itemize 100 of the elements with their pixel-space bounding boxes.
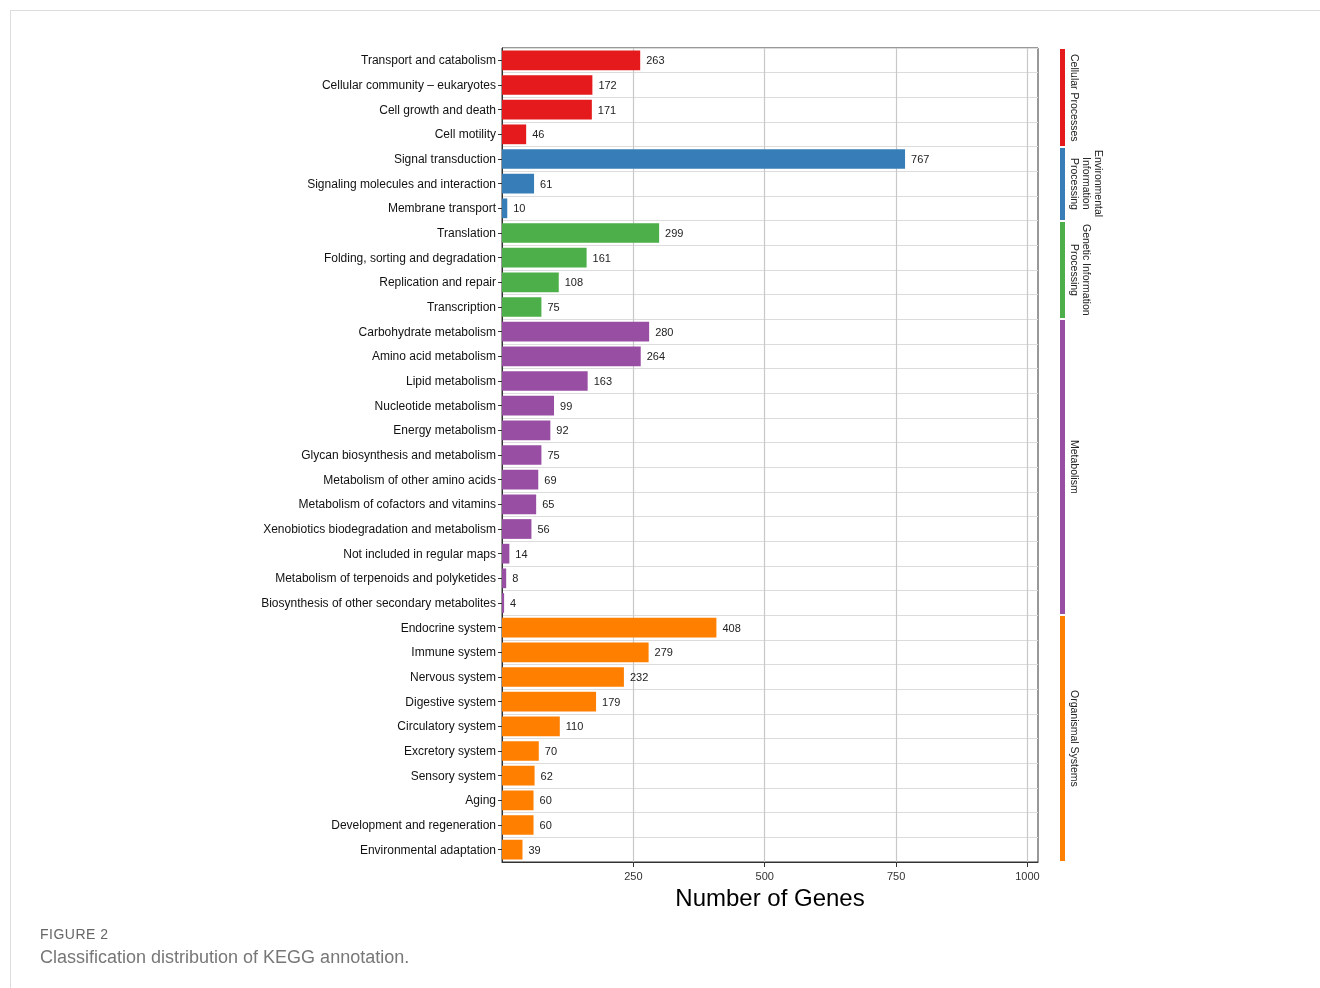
data-label: 10 bbox=[513, 202, 526, 215]
bar bbox=[502, 99, 592, 120]
bar bbox=[502, 75, 593, 95]
data-label: 39 bbox=[528, 843, 541, 856]
y-tick-label: Cell growth and death bbox=[379, 102, 496, 117]
data-label: 99 bbox=[560, 399, 573, 412]
y-tick-label: Digestive system bbox=[405, 694, 496, 709]
bar bbox=[502, 593, 505, 613]
data-label: 92 bbox=[556, 424, 569, 437]
y-tick-label: Metabolism of cofactors and vitamins bbox=[298, 497, 496, 512]
y-tick-label: Energy metabolism bbox=[393, 423, 496, 438]
y-tick-label: Metabolism of terpenoids and polyketides bbox=[275, 571, 496, 586]
y-tick-label: Endocrine system bbox=[400, 620, 496, 635]
bar bbox=[502, 839, 523, 860]
data-label: 62 bbox=[540, 769, 553, 782]
x-tick-label: 1000 bbox=[1015, 869, 1040, 882]
data-label: 179 bbox=[602, 695, 621, 708]
y-tick-label: Development and regeneration bbox=[331, 818, 496, 832]
y-tick-label: Sensory system bbox=[410, 768, 496, 783]
data-label: 69 bbox=[544, 473, 557, 486]
bar bbox=[502, 790, 534, 811]
y-tick-label: Amino acid metabolism bbox=[371, 349, 496, 364]
data-label: 163 bbox=[593, 375, 613, 387]
data-label: 8 bbox=[512, 572, 519, 585]
data-label: 46 bbox=[532, 128, 545, 141]
data-label: 56 bbox=[537, 523, 550, 535]
data-label: 767 bbox=[911, 153, 930, 165]
bar bbox=[502, 371, 588, 391]
data-label: 171 bbox=[597, 103, 617, 116]
bar bbox=[502, 815, 534, 835]
y-tick-label: Glycan biosynthesis and metabolism bbox=[301, 448, 496, 462]
data-label: 110 bbox=[565, 720, 584, 733]
y-tick-label: Aging bbox=[465, 793, 496, 808]
bar bbox=[502, 149, 906, 169]
data-label: 264 bbox=[646, 350, 666, 363]
y-tick-label: Nucleotide metabolism bbox=[374, 398, 496, 413]
data-label: 299 bbox=[665, 227, 684, 239]
bar bbox=[502, 543, 510, 564]
bar bbox=[502, 198, 508, 219]
bar bbox=[502, 272, 559, 293]
data-label: 75 bbox=[547, 301, 560, 313]
data-label: 108 bbox=[564, 276, 584, 289]
y-tick-label: Immune system bbox=[411, 645, 496, 660]
y-tick-label: Replication and repair bbox=[379, 275, 496, 290]
bar bbox=[502, 50, 641, 71]
text: Organismal Systems bbox=[1069, 690, 1081, 788]
y-tick-label: Signal transduction bbox=[393, 152, 496, 166]
data-label: 279 bbox=[654, 646, 673, 659]
bar bbox=[502, 765, 535, 786]
bar bbox=[502, 346, 641, 367]
data-label: 61 bbox=[540, 177, 553, 190]
y-tick-label: Excretory system bbox=[403, 744, 496, 758]
y-tick-label: Transcription bbox=[427, 300, 496, 314]
bar bbox=[502, 519, 532, 539]
x-tick-label: 250 bbox=[624, 869, 643, 882]
text: Classification distribution of KEGG annotation. bbox=[40, 947, 410, 968]
x-tick-label: 500 bbox=[755, 869, 774, 882]
y-tick-label: Folding, sorting and degradation bbox=[323, 250, 496, 265]
y-tick-label: Environmental adaptation bbox=[359, 842, 496, 857]
bar bbox=[502, 124, 527, 145]
y-tick-label: Lipid metabolism bbox=[405, 374, 496, 388]
data-label: 75 bbox=[547, 449, 560, 461]
y-tick-label: Carbohydrate metabolism bbox=[358, 324, 496, 339]
y-tick-label: Cell motility bbox=[434, 127, 496, 142]
y-tick-label: Nervous system bbox=[409, 670, 496, 684]
bar bbox=[502, 469, 539, 490]
data-label: 4 bbox=[510, 597, 517, 609]
y-tick-label: Xenobiotics biodegradation and metabolism bbox=[263, 522, 496, 536]
bar bbox=[502, 494, 537, 515]
bar bbox=[502, 617, 717, 638]
bar bbox=[502, 420, 551, 441]
text: Environmental Information Processing bbox=[1069, 149, 1105, 218]
data-label: 172 bbox=[598, 79, 617, 91]
bar bbox=[502, 568, 507, 589]
x-axis-title: Number of Genes bbox=[675, 884, 865, 912]
bar bbox=[502, 395, 555, 416]
y-tick-label: Biosynthesis of other secondary metabolites bbox=[261, 596, 496, 610]
bar bbox=[502, 321, 650, 342]
data-label: 60 bbox=[539, 794, 552, 807]
bar bbox=[502, 691, 597, 712]
text: Cellular Processes bbox=[1069, 53, 1081, 142]
caption: FIGURE 2 bbox=[40, 926, 109, 942]
y-tick-label: Metabolism of other amino acids bbox=[323, 472, 496, 487]
bar bbox=[502, 173, 535, 194]
y-tick-label: Not included in regular maps bbox=[343, 546, 496, 561]
y-tick-label: Circulatory system bbox=[397, 719, 496, 734]
bar bbox=[502, 223, 660, 243]
data-label: 161 bbox=[592, 251, 611, 264]
data-label: 408 bbox=[722, 621, 741, 634]
data-label: 70 bbox=[544, 745, 558, 757]
bar bbox=[502, 667, 624, 687]
y-tick-label: Signaling molecules and interaction bbox=[307, 176, 496, 191]
bar bbox=[502, 247, 587, 268]
data-label: 60 bbox=[539, 819, 552, 831]
bar bbox=[502, 716, 560, 737]
bar bbox=[502, 642, 649, 663]
text: Genetic Information Processing bbox=[1069, 223, 1093, 317]
y-tick-label: Translation bbox=[437, 226, 496, 240]
bar bbox=[502, 741, 539, 761]
data-label: 65 bbox=[542, 498, 555, 511]
